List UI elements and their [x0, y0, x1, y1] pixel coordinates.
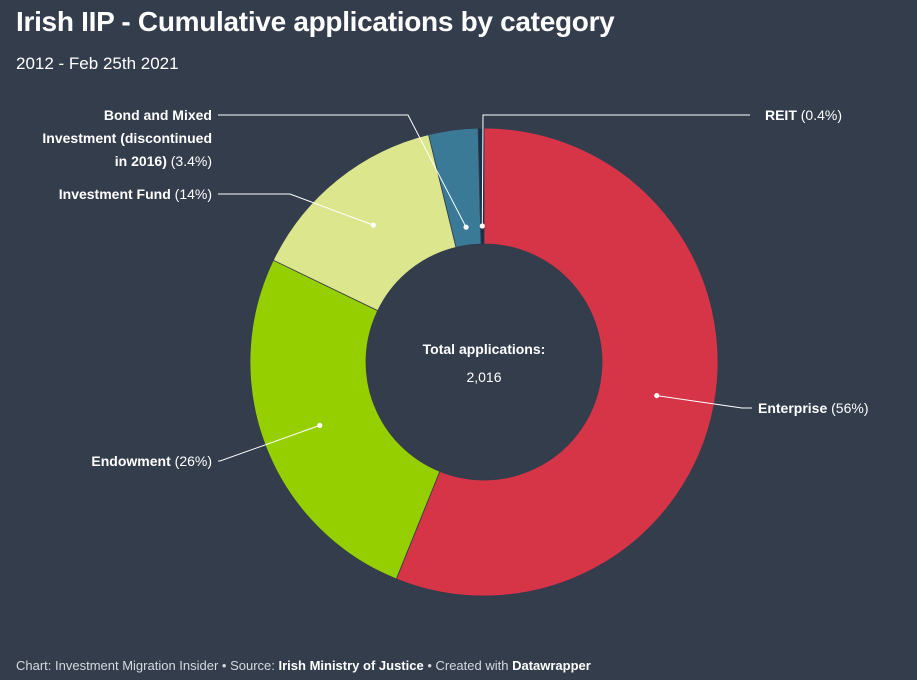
center-total-value: 2,016 [466, 369, 501, 385]
footer-credit: Chart: Investment Migration Insider • So… [16, 658, 279, 673]
slice-endowment [249, 259, 441, 580]
slice-label-bond-and-mixed-investment: Bond and Mixed Investment (discontinued in… [42, 107, 212, 169]
leader-line-endowment [218, 424, 320, 462]
center-total-label: Total applications: [423, 341, 546, 357]
label-leader-lines [218, 114, 752, 462]
chart-footer: Chart: Investment Migration Insider • So… [16, 658, 591, 673]
leader-line-investment-fund [218, 193, 374, 226]
leader-dot-enterprise [654, 392, 660, 399]
leader-dot-investment-fund [370, 222, 376, 228]
footer-tool: Datawrapper [512, 658, 591, 673]
slice-investment-fund [272, 134, 457, 312]
leader-dot-reit [479, 223, 485, 229]
footer-source: Irish Ministry of Justice [278, 658, 424, 673]
slice-label-endowment: Endowment (26%) [91, 453, 212, 469]
slice-label-enterprise: Enterprise (56%) [758, 400, 868, 416]
chart-title: Irish IIP - Cumulative applications by c… [16, 6, 615, 37]
leader-line-bond-and-mixed-investment [218, 114, 467, 228]
leader-dot-bond-and-mixed-investment [463, 224, 469, 230]
leader-line-enterprise [656, 395, 752, 409]
leader-line-reit [481, 114, 750, 227]
chart-subtitle: 2012 - Feb 25th 2021 [16, 54, 179, 73]
leader-dot-endowment [317, 422, 323, 428]
donut-slices [249, 127, 719, 597]
slice-labels: Enterprise (56%) Endowment (26%) Investmen… [42, 107, 868, 469]
slice-label-reit: REIT (0.4%) [765, 107, 842, 123]
slice-enterprise [395, 127, 719, 597]
footer-created-with: • Created with [423, 658, 513, 673]
slice-label-investment-fund: Investment Fund (14%) [59, 186, 212, 202]
